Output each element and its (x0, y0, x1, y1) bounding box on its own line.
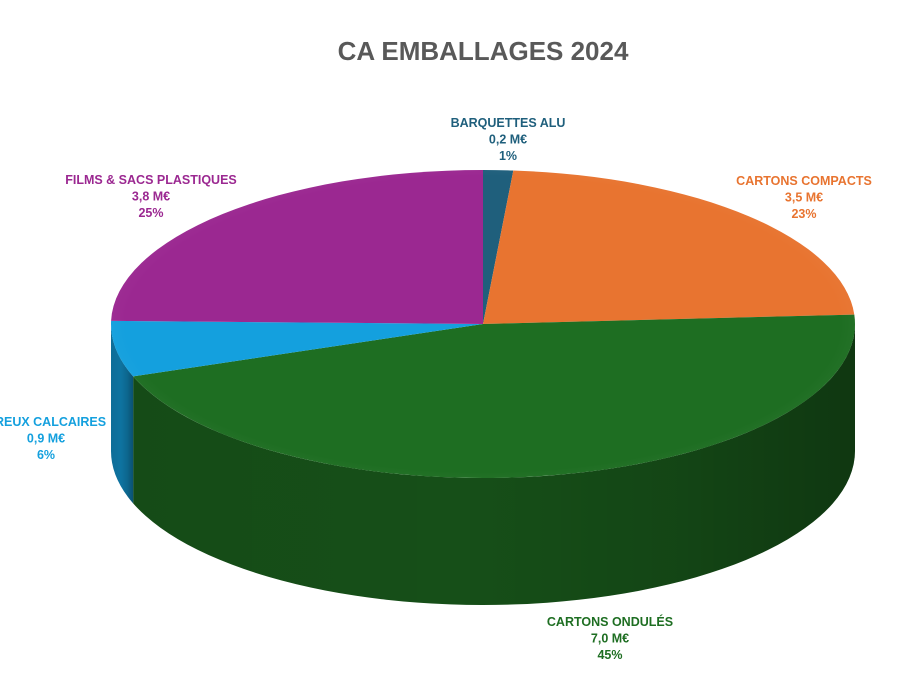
data-label-value: 0,9 M€ (27, 432, 65, 446)
data-label-percent: 45% (597, 648, 622, 662)
data-label-percent: 25% (138, 206, 163, 220)
data-label-value: 7,0 M€ (591, 632, 629, 646)
pie-sides (111, 324, 855, 605)
pie-labels: BARQUETTES ALU 0,2 M€ 1% CARTONS COMPACTS 3,… (0, 116, 872, 662)
data-label-percent: 1% (499, 149, 517, 163)
data-label-name: CARTONS COMPACTS (736, 174, 872, 188)
pie-side-shading-4 (111, 324, 134, 504)
pie-top-shine (111, 170, 855, 478)
data-label-value: 3,8 M€ (132, 190, 170, 204)
chart-title: CA EMBALLAGES 2024 (338, 36, 629, 66)
data-label-percent: 23% (791, 207, 816, 221)
data-label-3: CARTONS ONDULÉS 7,0 M€ 45% (547, 614, 673, 662)
data-label-name: FILMS & SACS PLASTIQUES (65, 173, 237, 187)
data-label-name: CREUX CALCAIRES (0, 415, 106, 429)
data-label-1: BARQUETTES ALU 0,2 M€ 1% (451, 116, 566, 163)
data-label-name: BARQUETTES ALU (451, 116, 566, 130)
data-label-name: CARTONS ONDULÉS (547, 614, 673, 629)
pie-side-shading-3 (133, 324, 855, 605)
data-label-percent: 6% (37, 448, 55, 462)
data-label-value: 0,2 M€ (489, 133, 527, 147)
data-label-4: CREUX CALCAIRES 0,9 M€ 6% (0, 415, 106, 462)
data-label-value: 3,5 M€ (785, 191, 823, 205)
data-label-2: CARTONS COMPACTS 3,5 M€ 23% (736, 174, 872, 221)
data-label-5: FILMS & SACS PLASTIQUES 3,8 M€ 25% (65, 173, 237, 220)
pie-tops (111, 170, 855, 478)
